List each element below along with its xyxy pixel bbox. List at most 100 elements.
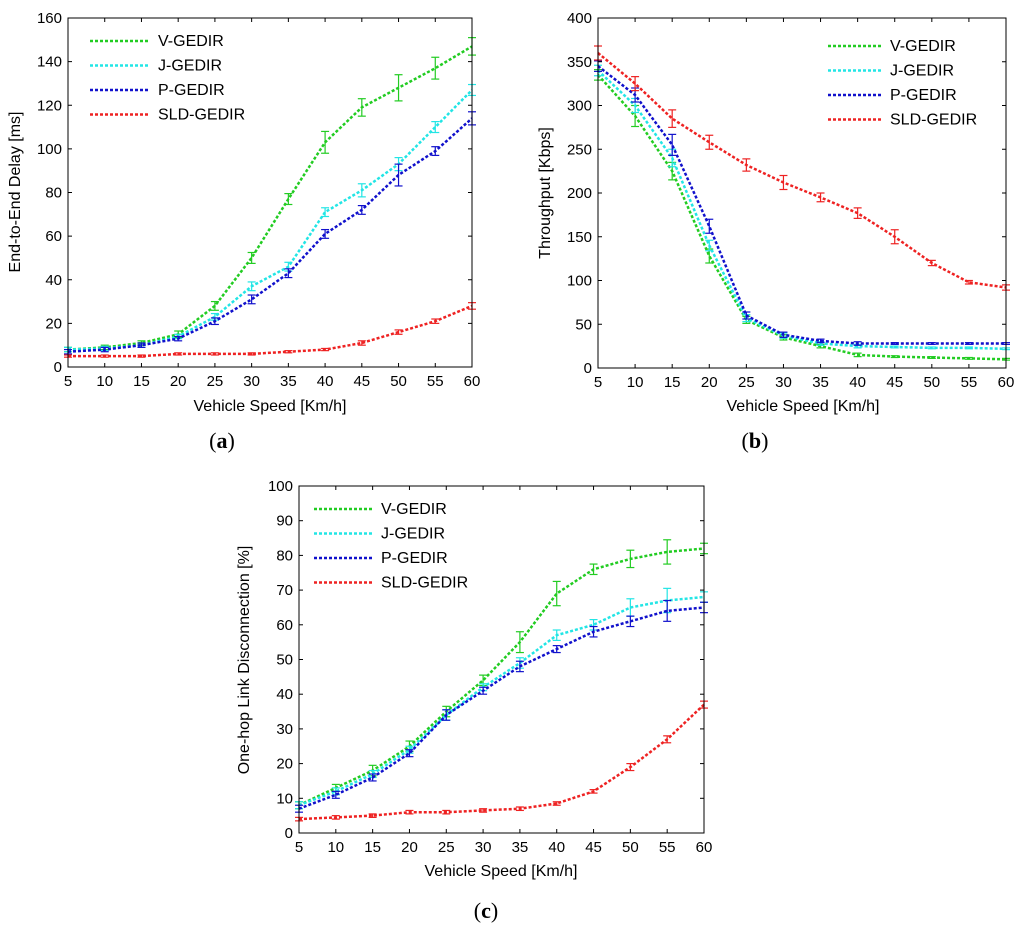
error-bar [394,163,403,187]
series-line [298,703,705,821]
error-bar [552,629,561,642]
y-tick-label: 10 [276,790,293,807]
error-bar [321,130,330,154]
error-bar [705,218,714,234]
series-line [67,45,473,351]
error-bar [964,342,973,345]
x-tick-label: 40 [317,373,334,390]
x-tick-label: 60 [696,839,713,856]
legend-label: SLD-GEDIR [158,107,245,124]
y-tick-label: 90 [276,513,293,530]
error-bar [515,660,524,673]
x-axis-label: Vehicle Speed [Km/h] [727,398,880,415]
error-bar [890,345,899,349]
error-bar [210,352,219,356]
x-axis-label: Vehicle Speed [Km/h] [425,863,578,880]
error-bar [442,709,451,721]
error-bar [247,281,256,292]
x-tick-label: 15 [133,373,150,390]
legend-label: P-GEDIR [158,82,225,99]
error-bar [816,338,825,344]
error-bar [779,331,788,338]
error-bar [890,342,899,345]
x-tick-label: 45 [353,373,370,390]
error-bar [357,204,366,215]
error-bar [853,341,862,346]
x-tick-label: 60 [998,374,1015,391]
series-line [298,606,705,810]
error-bar [331,790,340,799]
x-tick-label: 40 [548,839,565,856]
x-tick-label: 10 [327,839,344,856]
legend-label: V-GEDIR [890,38,956,55]
x-tick-label: 55 [659,839,676,856]
x-tick-label: 25 [438,839,455,856]
error-bar [284,192,293,206]
y-tick-label: 300 [567,98,592,115]
x-tick-label: 50 [923,374,940,391]
y-tick-label: 40 [45,272,62,289]
error-bar [479,808,488,813]
error-bar [100,346,109,353]
error-bar [927,259,936,267]
x-tick-label: 45 [886,374,903,391]
error-bar [368,813,377,818]
legend-item: V-GEDIR [314,501,447,518]
legend-item: P-GEDIR [314,550,448,567]
series-line [298,595,705,807]
y-tick-label: 20 [45,315,62,332]
error-bar [705,239,714,252]
error-bar [405,749,414,758]
x-tick-label: 5 [64,373,72,390]
x-tick-label: 35 [280,373,297,390]
error-bar [357,183,366,198]
error-bar [394,329,403,335]
y-tick-label: 250 [567,141,592,158]
y-tick-label: 200 [567,185,592,202]
y-tick-label: 150 [567,229,592,246]
legend-item: J-GEDIR [314,526,445,543]
y-tick-label: 140 [37,54,62,71]
error-bar [631,76,640,92]
y-axis-label: End-to-End Delay [ms] [7,112,24,273]
error-bar [705,134,714,150]
y-tick-label: 350 [567,54,592,71]
y-tick-label: 50 [276,652,293,669]
series-line [597,74,1007,361]
panel-caption: (a) [209,428,235,453]
x-tick-label: 50 [390,373,407,390]
error-bar [394,74,403,102]
x-tick-label: 15 [664,374,681,391]
x-tick-label: 10 [96,373,113,390]
error-bar [442,809,451,815]
error-bar [137,354,146,358]
error-bar [552,801,561,806]
panel-c: 5 10 15 20 25 30 35 40 45 50 55 60 0 10 20 30 40 50 60 70 8… [236,478,712,923]
legend-label: V-GEDIR [381,501,447,518]
error-bar [890,229,899,245]
panel-b: 5 10 15 20 25 30 35 40 45 50 55 60 0 50 100 150 200 250 3… [537,10,1014,453]
error-bar [321,207,330,218]
y-tick-label: 30 [276,721,293,738]
series-line [597,69,1007,351]
error-bar [663,599,672,622]
error-bar [247,352,256,356]
error-bar [816,192,825,203]
error-bar [552,580,561,607]
error-bar [626,615,635,628]
legend-item: J-GEDIR [828,63,954,80]
error-bar [284,350,293,354]
series-line [597,52,1007,289]
error-bar [626,762,635,772]
error-bar [368,773,377,782]
x-tick-label: 40 [849,374,866,391]
y-tick-label: 120 [37,97,62,114]
y-tick-label: 50 [575,316,592,333]
x-tick-label: 25 [738,374,755,391]
error-bar [321,228,330,239]
y-tick-label: 100 [567,273,592,290]
legend-label: J-GEDIR [381,526,445,543]
legend-item: V-GEDIR [90,33,224,50]
error-bar [663,735,672,744]
x-tick-label: 5 [594,374,602,391]
